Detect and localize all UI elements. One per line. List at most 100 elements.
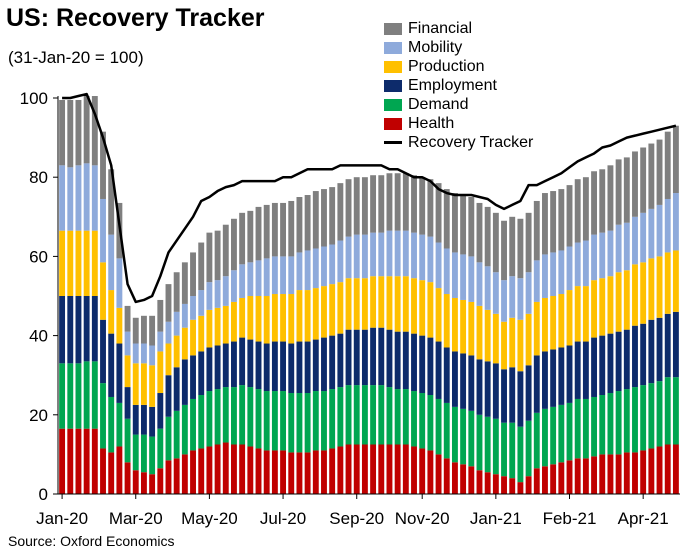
bar-employment-67 (607, 333, 614, 394)
legend-label-employment: Employment (408, 76, 497, 94)
bar-demand-0 (59, 363, 66, 429)
bar-employment-14 (173, 367, 180, 411)
bar-mobility-4 (91, 165, 98, 231)
bar-demand-40 (386, 387, 393, 445)
bar-mobility-74 (664, 198, 671, 253)
bar-health-52 (484, 472, 491, 494)
bar-health-57 (525, 476, 532, 494)
bar-mobility-68 (615, 224, 622, 273)
bar-mobility-1 (67, 167, 74, 231)
bar-employment-70 (632, 325, 638, 388)
bar-employment-38 (370, 327, 377, 386)
bar-demand-6 (108, 396, 115, 453)
bar-production-40 (386, 276, 393, 330)
bar-layer (59, 96, 679, 494)
bar-demand-53 (492, 418, 499, 475)
bar-employment-49 (460, 353, 467, 409)
bar-financial-37 (361, 177, 368, 235)
bar-demand-61 (558, 404, 565, 463)
legend-swatch-mobility (384, 41, 402, 54)
bar-demand-56 (517, 426, 524, 483)
bar-production-20 (222, 305, 229, 344)
bar-mobility-66 (599, 232, 606, 279)
bar-financial-6 (108, 169, 115, 235)
bar-demand-64 (582, 398, 589, 459)
bar-employment-26 (271, 341, 278, 392)
bar-employment-27 (280, 341, 287, 392)
bar-health-26 (271, 450, 278, 494)
bar-mobility-42 (402, 230, 409, 277)
bar-health-54 (501, 476, 507, 494)
bar-demand-36 (353, 385, 360, 445)
bar-health-15 (181, 454, 188, 494)
bar-production-31 (312, 288, 319, 340)
bar-production-49 (460, 299, 467, 354)
bar-demand-11 (149, 436, 156, 475)
bar-employment-31 (312, 339, 319, 392)
x-tick-label: Feb-21 (543, 509, 597, 528)
bar-financial-3 (83, 96, 90, 164)
bar-demand-65 (591, 396, 598, 457)
bar-financial-63 (574, 179, 581, 243)
bar-health-21 (231, 444, 237, 494)
legend-item-financial: Financial (384, 19, 533, 38)
bar-demand-17 (198, 395, 205, 449)
bar-health-61 (558, 462, 565, 494)
y-tick-label: 20 (29, 406, 48, 425)
legend-label-demand: Demand (408, 95, 469, 113)
bar-production-57 (525, 313, 532, 366)
bar-production-45 (427, 282, 434, 338)
bar-mobility-48 (451, 252, 458, 298)
bar-financial-32 (321, 189, 327, 247)
bar-mobility-45 (427, 236, 434, 283)
bar-health-60 (550, 464, 557, 494)
bar-employment-12 (157, 393, 164, 429)
bar-production-54 (501, 321, 507, 370)
bar-mobility-2 (75, 165, 82, 231)
bar-demand-54 (501, 422, 507, 477)
bar-production-23 (247, 296, 254, 340)
bar-demand-46 (435, 398, 442, 455)
bar-mobility-20 (222, 276, 229, 306)
bar-production-9 (132, 363, 139, 405)
bar-mobility-55 (509, 276, 516, 318)
axes-layer: 0 20 40 60 80 100 Jan-20 Mar-20 May-20 Jul-20 Sep-… (20, 89, 680, 528)
x-tick-label: Nov-20 (395, 509, 450, 528)
y-tick-label: 100 (20, 89, 48, 108)
bar-demand-43 (411, 391, 417, 447)
bar-demand-49 (460, 408, 467, 465)
bar-production-38 (370, 276, 377, 328)
bar-financial-17 (198, 242, 205, 291)
bar-mobility-32 (321, 246, 327, 287)
bar-mobility-59 (542, 254, 548, 298)
bar-demand-30 (304, 393, 311, 453)
bar-financial-38 (370, 175, 377, 233)
legend-swatch-production (384, 60, 402, 73)
bar-financial-35 (345, 179, 352, 237)
bar-demand-15 (181, 404, 188, 455)
bar-financial-59 (542, 193, 548, 255)
bar-demand-50 (468, 410, 475, 467)
bar-financial-8 (124, 305, 131, 332)
bar-employment-5 (100, 319, 106, 384)
bar-health-25 (263, 450, 270, 494)
bar-health-50 (468, 466, 475, 494)
bar-mobility-34 (337, 240, 344, 283)
bar-financial-39 (378, 175, 385, 233)
bar-production-0 (59, 230, 66, 296)
bar-financial-72 (648, 143, 655, 209)
bar-health-38 (370, 444, 377, 494)
bar-production-33 (329, 284, 336, 336)
bar-mobility-54 (501, 280, 507, 322)
bar-health-31 (312, 450, 319, 494)
bar-financial-18 (206, 232, 213, 283)
bar-employment-43 (411, 333, 417, 392)
bar-health-62 (566, 460, 573, 494)
bar-production-11 (149, 365, 156, 407)
bar-mobility-51 (476, 262, 483, 306)
bar-production-4 (91, 230, 98, 296)
legend-label-financial: Financial (408, 19, 473, 37)
bar-health-42 (402, 444, 409, 494)
bar-mobility-26 (271, 256, 278, 295)
bar-mobility-56 (517, 278, 524, 320)
